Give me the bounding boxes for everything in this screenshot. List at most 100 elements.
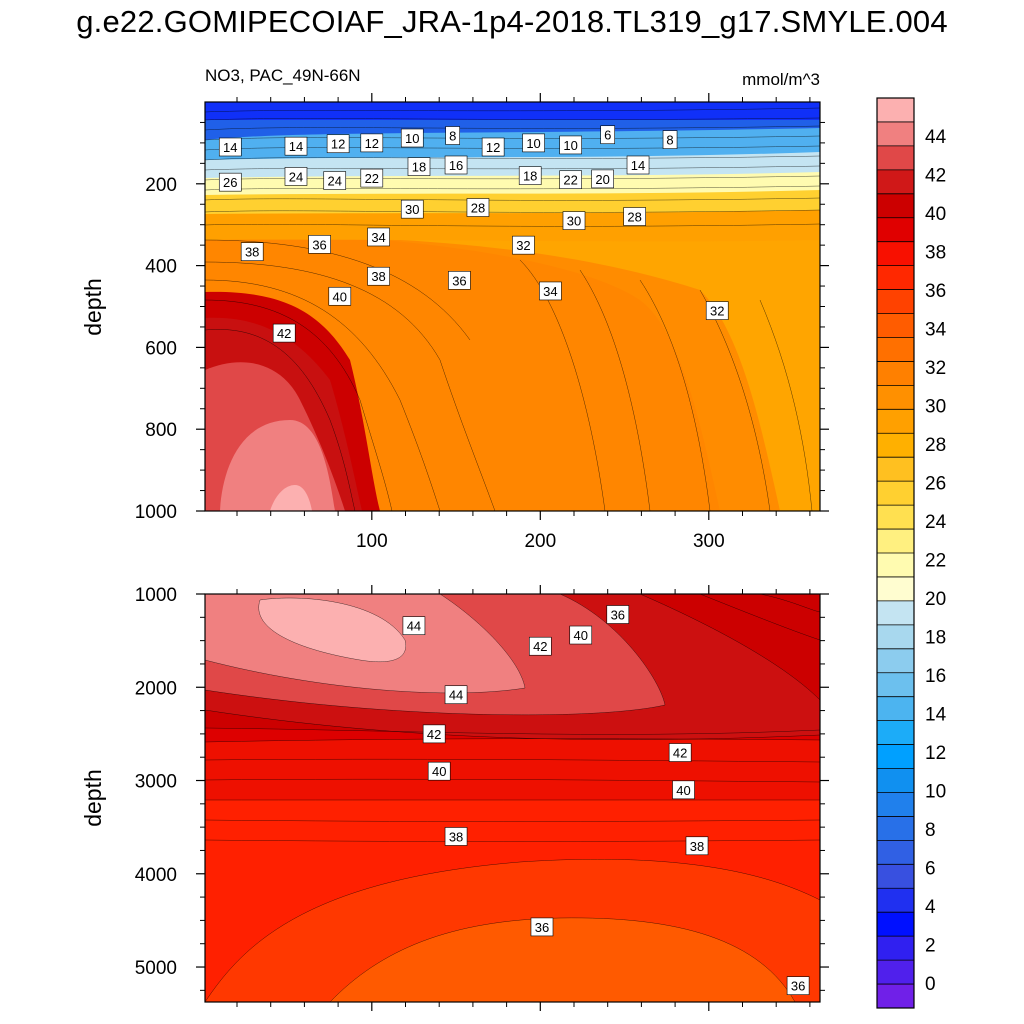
contour-label-value: 10	[526, 136, 540, 151]
contour-label: 10	[522, 133, 545, 153]
contour-label-value: 18	[523, 169, 537, 184]
contour-label-value: 12	[486, 140, 500, 155]
contour-label: 40	[569, 625, 593, 645]
contour-label-value: 10	[405, 131, 419, 146]
contour-label-box	[407, 157, 431, 176]
contour-label-box	[530, 917, 554, 937]
contour-label-value: 40	[676, 783, 690, 798]
colorbar-swatch	[877, 840, 914, 865]
colorbar-swatch	[877, 337, 914, 362]
colorbar-swatch	[877, 720, 914, 746]
contour-label-value: 36	[312, 237, 326, 252]
field-band-45	[220, 420, 335, 511]
contour-label-box	[466, 198, 490, 217]
y-tick-label: 1000	[135, 502, 177, 523]
colorbar-swatch	[877, 888, 914, 913]
contour-label-value: 22	[563, 173, 577, 188]
contour-label-box	[444, 155, 468, 175]
upper-y-ticks: 200 400 600 800 1000	[135, 121, 829, 523]
contour-label-box	[539, 281, 562, 301]
contour-label: 38	[240, 242, 264, 261]
colorbar-swatch	[877, 241, 914, 267]
contour-label: 34	[367, 227, 390, 247]
upper-units-label: mmol/m^3	[742, 70, 820, 89]
colorbar-swatch	[877, 217, 914, 243]
contour-label: 30	[562, 211, 586, 230]
contour-label-value: 36	[535, 920, 549, 935]
contour-label-value: 44	[407, 619, 421, 634]
y-tick-label: 4000	[135, 865, 177, 886]
contour-label-value: 44	[449, 688, 463, 703]
contour-label-box	[518, 166, 542, 185]
contour-label: 10	[400, 128, 424, 148]
y-tick-label: 5000	[135, 958, 177, 979]
contour-label: 40	[328, 286, 352, 306]
field-band-surface-deepblue	[205, 102, 820, 120]
colorbar-swatch	[877, 529, 914, 554]
contour-label-box	[623, 207, 646, 226]
contour-label-value: 12	[365, 136, 379, 151]
contour-label-value: 38	[371, 269, 385, 284]
colorbar-swatch	[877, 169, 914, 195]
contour-label-box	[591, 169, 614, 189]
colorbar-swatch	[877, 481, 914, 506]
contour-label: 14	[218, 137, 242, 157]
chart-title: g.e22.GOMIPECOIAF_JRA-1p4-2018.TL319_g17…	[76, 4, 948, 39]
contour-label-box	[328, 286, 352, 306]
contour-label: 30	[400, 199, 424, 219]
colorbar-swatch	[877, 121, 914, 147]
colorbar-label: 36	[925, 281, 946, 302]
upper-x-ticks: 100 200 300	[236, 93, 811, 552]
lower-x-ticks	[236, 585, 811, 1011]
contour-label: 38	[367, 266, 390, 286]
contour-label: 38	[444, 827, 468, 846]
colorbar-swatch	[877, 505, 914, 530]
contour-label-box	[326, 134, 350, 154]
contour-label: 44	[402, 616, 426, 636]
contour-label: 12	[360, 133, 384, 153]
contour-label: 18	[407, 157, 431, 176]
contour-label-box	[284, 167, 308, 186]
contour-label-box	[323, 171, 347, 190]
contour-label-box	[427, 761, 451, 781]
colorbar-swatch	[877, 433, 914, 458]
y-tick-label: 1000	[135, 585, 177, 606]
contour-label-box	[367, 227, 390, 247]
upper-y-axis-title: depth	[80, 278, 106, 336]
colorbar-label: 22	[925, 551, 946, 572]
contour-label-box	[284, 136, 308, 156]
contour-label: 10	[559, 135, 582, 155]
contour-label-value: 40	[333, 289, 347, 304]
colorbar-swatch	[877, 576, 914, 602]
contour-label-box	[662, 130, 678, 149]
contour-label: 24	[323, 171, 347, 190]
colorbar-swatch	[877, 193, 914, 219]
contour-label: 28	[623, 207, 646, 226]
contour-label: 24	[284, 167, 308, 186]
contour-label: 42	[272, 323, 296, 343]
contour-label-value: 26	[223, 175, 237, 190]
contour-label-box	[529, 636, 552, 656]
colorbar: 4442403836343230282624222018161412108642…	[876, 97, 947, 1009]
colorbar-swatch	[877, 361, 914, 386]
colorbar-swatch	[877, 984, 914, 1009]
lower-y-ticks: 1000 2000 3000 4000 5000	[135, 585, 829, 991]
colorbar-swatch	[877, 98, 914, 123]
contour-label-box	[367, 266, 390, 286]
contour-label: 36	[786, 976, 810, 995]
contour-label-value: 8	[449, 129, 456, 144]
colorbar-frame	[876, 97, 915, 1009]
contour-label-value: 14	[631, 158, 645, 173]
colorbar-label: 24	[925, 512, 947, 533]
contour-label: 16	[444, 155, 468, 175]
contour-label-value: 14	[223, 140, 237, 155]
lower-contour-field	[205, 594, 820, 1002]
contour-label-box	[422, 724, 446, 744]
contour-label-value: 42	[427, 727, 441, 742]
contour-label: 36	[606, 605, 630, 624]
contour-label-box	[360, 133, 384, 153]
contour-label-value: 16	[449, 158, 463, 173]
colorbar-label: 4	[925, 897, 936, 918]
y-tick-label: 3000	[135, 772, 177, 793]
contour-label-box	[240, 242, 264, 261]
